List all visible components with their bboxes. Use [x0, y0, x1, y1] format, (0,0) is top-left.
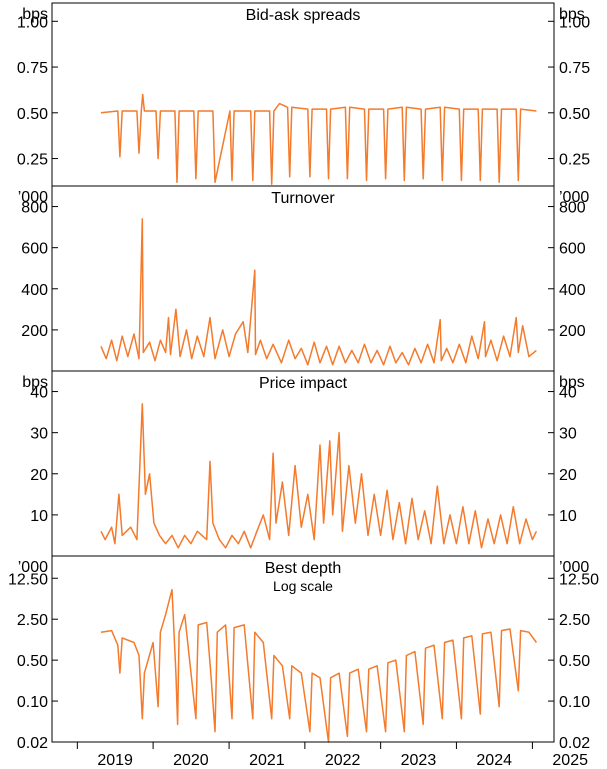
units-label-right: bps: [559, 6, 585, 23]
panel-1: [52, 20, 554, 185]
y-tick-label-right: 0.50: [559, 106, 590, 123]
plot-frame: [51, 2, 555, 743]
y-tick-label-right: 20: [559, 467, 577, 484]
units-label-left: ’000: [18, 559, 48, 576]
units-label-left: ’000: [18, 189, 48, 206]
units-label-right: ’000: [559, 189, 589, 206]
y-tick-label-left: 1.00: [17, 14, 48, 31]
y-tick-label-right: 30: [559, 426, 577, 443]
y-tick-label-left: 0.50: [17, 653, 48, 670]
panel-title: Best depth: [265, 560, 342, 577]
units-label-right: bps: [559, 374, 585, 391]
x-tick-label: 2020: [173, 752, 209, 769]
y-tick-label-right: 12.50: [559, 571, 599, 588]
units-label-right: ’000: [559, 559, 589, 576]
x-tick-label: 2019: [97, 752, 133, 769]
y-tick-label-right: 200: [559, 323, 586, 340]
x-tick-label: 2022: [325, 752, 361, 769]
series-line: [100, 403, 538, 549]
series-line: [100, 218, 537, 366]
y-tick-label-right: 0.75: [559, 60, 590, 77]
panel-subtitle: Log scale: [273, 578, 333, 594]
x-tick-label: 2021: [249, 752, 285, 769]
y-tick-label-right: 0.50: [559, 653, 590, 670]
y-tick-label-left: 0.10: [17, 694, 48, 711]
x-tick-label: 2024: [476, 752, 512, 769]
y-tick-label-right: 800: [559, 200, 586, 217]
x-tick-label: 2025: [552, 752, 588, 769]
units-label-left: bps: [22, 6, 48, 23]
y-tick-label-left: 10: [30, 508, 48, 525]
y-tick-label-left: 40: [30, 385, 48, 402]
y-tick-label-right: 2.50: [559, 612, 590, 629]
y-tick-label-left: 800: [21, 200, 48, 217]
y-tick-label-right: 10: [559, 508, 577, 525]
y-tick-label-left: 200: [21, 323, 48, 340]
y-tick-label-left: 0.02: [17, 735, 48, 752]
panel-4: [52, 577, 554, 743]
y-tick-label-right: 40: [559, 385, 577, 402]
series-line: [100, 588, 538, 743]
x-tick-label: 2023: [401, 752, 437, 769]
y-tick-label-left: 0.50: [17, 106, 48, 123]
y-tick-label-left: 0.25: [17, 152, 48, 169]
y-tick-label-right: 400: [559, 282, 586, 299]
y-tick-label-right: 1.00: [559, 14, 590, 31]
y-tick-label-left: 400: [21, 282, 48, 299]
series-line: [100, 93, 537, 185]
panel-2: [52, 206, 554, 366]
panel-title: Price impact: [259, 375, 348, 392]
y-tick-label-right: 0.10: [559, 694, 590, 711]
panel-title: Turnover: [271, 190, 335, 207]
panel-title: Bid-ask spreads: [246, 7, 361, 24]
y-tick-label-right: 0.02: [559, 735, 590, 752]
units-label-left: bps: [22, 374, 48, 391]
y-tick-label-right: 0.25: [559, 152, 590, 169]
panel-3: [52, 391, 554, 549]
y-tick-label-left: 600: [21, 241, 48, 258]
y-tick-label-left: 2.50: [17, 612, 48, 629]
y-tick-label-left: 20: [30, 467, 48, 484]
y-tick-label-left: 0.75: [17, 60, 48, 77]
y-tick-label-left: 12.50: [8, 571, 48, 588]
y-tick-label-right: 600: [559, 241, 586, 258]
y-tick-label-left: 30: [30, 426, 48, 443]
